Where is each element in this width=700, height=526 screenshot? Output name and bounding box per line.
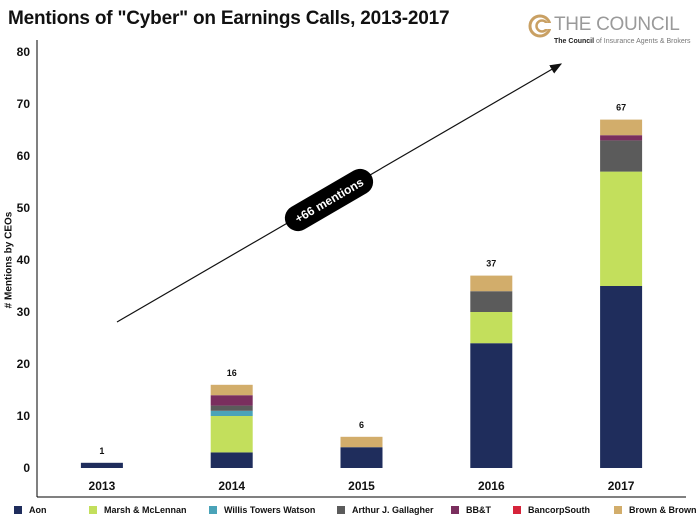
- x-tick-label: 2017: [608, 479, 635, 493]
- logo-name: THE COUNCIL: [554, 14, 680, 35]
- bar-total-label: 16: [227, 368, 237, 378]
- chart-title: Mentions of "Cyber" on Earnings Calls, 2…: [8, 8, 450, 29]
- bar-segment: [80, 462, 123, 468]
- bar-segment: [600, 119, 643, 136]
- x-tick-label: 2014: [218, 479, 245, 493]
- logo-subtitle-rest: of Insurance Agents & Brokers: [594, 38, 691, 45]
- logo-subtitle: The Council of Insurance Agents & Broker…: [554, 38, 691, 45]
- legend-label: Arthur J. Gallagher: [352, 505, 434, 515]
- bar-segment: [600, 286, 643, 468]
- bar-segment: [470, 275, 513, 292]
- y-tick-label: 10: [17, 409, 31, 423]
- stacked-bar-chart: 0 10 20 30 40 50 60 70 80 1 2013 16 2014 6 2015 37 2016 6…: [17, 40, 686, 498]
- legend-label: Brown & Brown: [629, 505, 697, 515]
- legend-item: BB&T: [451, 505, 491, 515]
- y-tick-label: 20: [17, 357, 31, 371]
- bar-segment: [600, 140, 643, 172]
- legend-swatch: [513, 506, 521, 514]
- legend-item: Marsh & McLennan: [89, 505, 187, 515]
- bar-total-label: 1: [99, 446, 104, 456]
- growth-annotation: +66 mentions: [284, 168, 374, 232]
- x-tick-label: 2013: [89, 479, 116, 493]
- council-logo: THE COUNCIL The Council of Insurance Age…: [528, 12, 691, 52]
- bar-total-label: 37: [486, 259, 496, 269]
- legend-swatch: [451, 506, 459, 514]
- y-tick-label: 80: [17, 45, 31, 59]
- bar-segment: [600, 171, 643, 286]
- bar-segment: [210, 384, 253, 396]
- y-tick-label: 30: [17, 305, 31, 319]
- y-tick-label: 60: [17, 149, 31, 163]
- legend-item: Aon: [14, 505, 47, 515]
- legend-swatch: [337, 506, 345, 514]
- bar-segment: [210, 405, 253, 411]
- bar-segment: [470, 343, 513, 468]
- bar-segment: [210, 452, 253, 468]
- legend-item: BancorpSouth: [513, 505, 590, 515]
- legend-label: BB&T: [466, 505, 491, 515]
- logo-subtitle-bold: The Council: [554, 38, 595, 45]
- legend-item: Arthur J. Gallagher: [337, 505, 434, 515]
- x-tick-label: 2015: [348, 479, 375, 493]
- bar-segment: [600, 135, 643, 141]
- legend-swatch: [89, 506, 97, 514]
- legend-label: BancorpSouth: [528, 505, 590, 515]
- legend-swatch: [14, 506, 22, 514]
- y-tick-label: 50: [17, 201, 31, 215]
- bar-segment: [210, 395, 253, 406]
- bar-segment: [210, 410, 253, 416]
- legend-swatch: [209, 506, 217, 514]
- legend-label: Aon: [29, 505, 47, 515]
- legend-swatch: [614, 506, 622, 514]
- bar-segment: [340, 436, 383, 448]
- bar-segment: [340, 447, 383, 468]
- legend-item: Brown & Brown: [614, 505, 697, 515]
- bar-segment: [470, 312, 513, 344]
- x-tick-label: 2016: [478, 479, 505, 493]
- bar-total-label: 6: [359, 420, 364, 430]
- annotation-pill: [284, 168, 374, 232]
- legend-item: Willis Towers Watson: [209, 505, 315, 515]
- legend-label: Willis Towers Watson: [224, 505, 316, 515]
- bar-segment: [210, 416, 253, 453]
- y-tick-label: 40: [17, 253, 31, 267]
- council-logo-icon: [528, 14, 552, 38]
- chart-legend: Aon Marsh & McLennan Willis Towers Watson A…: [14, 505, 697, 519]
- bar-total-label: 67: [616, 103, 626, 113]
- y-tick-label: 70: [17, 97, 31, 111]
- legend-label: Marsh & McLennan: [104, 505, 187, 515]
- bar-segment: [470, 291, 513, 312]
- y-tick-label: 0: [23, 461, 30, 475]
